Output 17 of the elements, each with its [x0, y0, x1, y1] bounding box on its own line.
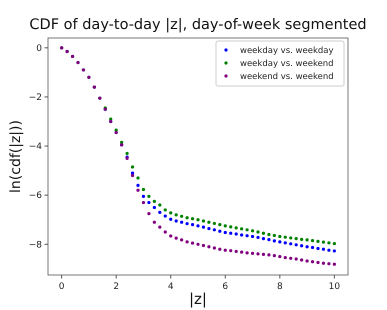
x-tick-label: 2: [113, 282, 120, 292]
y-tick-label: −2: [28, 92, 42, 103]
x-axis-title: |z|: [189, 290, 207, 308]
y-tick-label: 0: [36, 44, 42, 54]
y-tick-label: −4: [28, 142, 42, 152]
x-tick-label: 4: [168, 282, 174, 292]
x-tick-label: 0: [58, 282, 65, 292]
y-axis-title: ln(cdf(|z|)): [8, 120, 24, 193]
y-tick-label: −6: [28, 191, 42, 202]
chart-title: CDF of day-to-day |z|, day-of-week segmented: [29, 17, 367, 33]
x-tick-label: 6: [222, 282, 228, 292]
x-tick-label: 8: [276, 282, 283, 292]
y-tick-label: −8: [28, 240, 42, 250]
x-tick-label: 10: [328, 282, 340, 292]
legend-label: weekend vs. weekend: [240, 72, 334, 82]
legend-label: weekday vs. weekend: [240, 59, 334, 69]
legend-label: weekday vs. weekday: [240, 46, 334, 56]
